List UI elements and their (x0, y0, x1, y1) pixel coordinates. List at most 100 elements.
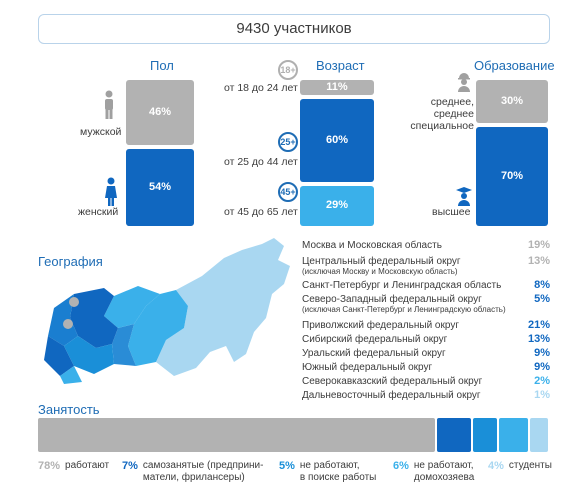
graduate-icon (456, 186, 472, 211)
employment-legend-item: 6% не работают, домохозяева (393, 460, 474, 484)
geography-title: География (38, 254, 103, 269)
edu-bar-0: 30% (476, 80, 548, 123)
employment-bar-segment (473, 418, 497, 452)
geo-row: Южный федеральный округ (302, 362, 552, 373)
employment-category-line: работают (65, 460, 110, 471)
employment-bar-segment (498, 418, 528, 452)
age-badge-25: 25+ (278, 132, 298, 152)
gender-bar-0: 46% (126, 80, 194, 145)
employment-category: студенты (509, 460, 552, 472)
employment-category-line: студенты (508, 460, 552, 471)
geo-row: Центральный федеральный округ (исключая М… (302, 256, 552, 276)
gender-label-female: женский (78, 206, 119, 218)
geo-row: Дальневосточный федеральный округ (302, 390, 552, 401)
geo-row: Уральский федеральный округ (302, 348, 552, 359)
edu-value-label-1: 70% (500, 169, 524, 182)
age-label-18-24: от 18 до 24 лет (224, 82, 298, 94)
geo-region-name: Северо-Западный федеральный округ (302, 294, 482, 305)
education-label-higher: высшее (432, 206, 471, 218)
age-value-label-2: 29% (325, 199, 349, 211)
geo-region-name: Сибирский федеральный округ (302, 334, 448, 345)
gender-value-label-1: 54% (148, 180, 172, 193)
gender-title: Пол (150, 58, 174, 73)
geo-region-value: 9% (534, 361, 550, 373)
map-region-ural (112, 324, 136, 366)
map-region-south (44, 336, 74, 376)
geo-region-value: 21% (527, 319, 550, 331)
age-value-label-1: 60% (325, 133, 349, 146)
employment-category: самозанятые (предприни-матели, фрилансер… (143, 460, 264, 484)
employment-title: Занятость (38, 402, 100, 417)
age-value-label-0: 11% (326, 80, 348, 93)
age-badge-18: 18+ (278, 60, 298, 80)
male-person-icon (102, 90, 116, 125)
employment-percent: 5% (279, 460, 295, 472)
map-region-north-caucasus (60, 366, 82, 384)
employment-category-line: в поиске работы (299, 472, 377, 483)
geo-region-value: 13% (527, 333, 550, 345)
geo-region-name: Центральный федеральный округ (302, 256, 461, 267)
geo-row: Санкт-Петербург и Ленинградская область (302, 280, 552, 291)
geo-region-value: 9% (534, 347, 550, 359)
edu-bar-1: 70% (476, 127, 548, 226)
female-person-icon (104, 177, 118, 212)
employment-category-line: не работают, (413, 460, 474, 471)
geo-row: Сибирский федеральный округ (302, 334, 552, 345)
geo-region-name: Москва и Московская область (302, 240, 442, 251)
geo-region-value: 2% (534, 375, 550, 387)
employment-category-line: самозанятые (предприни- (142, 460, 264, 471)
geo-region-value: 8% (534, 279, 550, 291)
geo-region-value: 19% (527, 239, 550, 251)
gender-label-male: мужской (80, 126, 122, 138)
employment-category: не работают, домохозяева (414, 460, 474, 484)
geo-region-name: Уральский федеральный округ (302, 348, 446, 359)
geo-region-value: 5% (534, 293, 550, 305)
employment-legend-item: 78% работают (38, 460, 109, 472)
age-bar-1: 60% (300, 99, 374, 182)
employment-bar-segment (38, 418, 436, 452)
russia-map (34, 236, 296, 391)
map-region-northwest (70, 288, 118, 348)
employment-percent: 4% (488, 460, 504, 472)
employment-percent: 6% (393, 460, 409, 472)
employment-category: не работают, в поиске работы (300, 460, 376, 484)
geo-region-note: (исключая Санкт-Петербург и Ленинградску… (302, 305, 506, 314)
age-bar-0: 11% (300, 80, 374, 95)
employment-category-line: матели, фрилансеры) (142, 472, 245, 483)
geo-region-name: Приволжский федеральный округ (302, 320, 459, 331)
geo-region-name: Санкт-Петербург и Ленинградская область (302, 280, 502, 291)
total-participants-banner: 9430 участников (38, 14, 550, 44)
employment-category: работают (65, 460, 109, 472)
geo-row: Приволжский федеральный округ (302, 320, 552, 331)
gender-value-label-0: 46% (148, 105, 172, 118)
map-region-far-east (156, 238, 290, 376)
map-region-north (104, 286, 160, 328)
geo-row: Северо-Западный федеральный округ (исключ… (302, 294, 552, 314)
employment-category-line: не работают, (299, 460, 360, 471)
employment-bar-segment (437, 418, 472, 452)
employment-legend-item: 4% студенты (488, 460, 552, 472)
geo-row: Москва и Московская область (302, 240, 552, 251)
geo-region-note: (исключая Москву и Московскую область) (302, 267, 458, 276)
employment-percent: 7% (122, 460, 138, 472)
employment-bar-segment (529, 418, 548, 452)
map-region-central (48, 294, 78, 346)
age-title: Возраст (316, 58, 365, 73)
employment-legend-item: 7% самозанятые (предприни-матели, фриланс… (122, 460, 263, 484)
geo-region-name: Дальневосточный федеральный округ (302, 390, 481, 401)
employment-category-line: домохозяева (413, 472, 475, 483)
age-badge-45: 45+ (278, 182, 298, 202)
map-region-volga (64, 336, 114, 374)
edu-value-label-0: 30% (500, 94, 524, 107)
geo-region-value: 13% (527, 255, 550, 267)
geo-region-name: Северокавказский федеральный округ (302, 376, 483, 387)
geo-region-name: Южный федеральный округ (302, 362, 433, 373)
education-title: Образование (474, 58, 555, 73)
geo-region-value: 1% (534, 389, 550, 401)
map-marker-moscow (63, 319, 73, 329)
employment-legend-item: 5% не работают, в поиске работы (279, 460, 376, 484)
map-marker-spb (69, 297, 79, 307)
age-label-45-65: от 45 до 65 лет (224, 206, 298, 218)
gender-bar-1: 54% (126, 149, 194, 226)
employment-percent: 78% (38, 460, 61, 472)
